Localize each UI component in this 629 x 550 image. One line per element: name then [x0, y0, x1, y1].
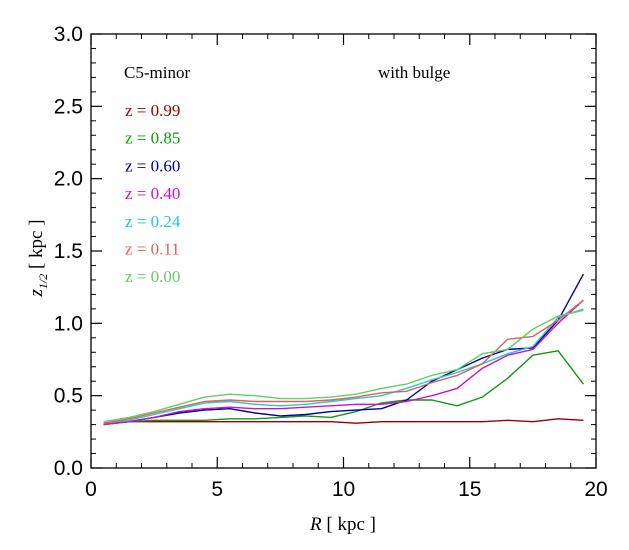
y-tick-label-0: 0.0: [54, 457, 83, 480]
series-line-0: [103, 418, 584, 424]
y-axis-title-unit: [ kpc ]: [26, 219, 47, 273]
legend-entry-4: z = 0.24: [125, 212, 181, 231]
x-tick-label-2: 10: [332, 478, 355, 501]
legend-entry-0: z = 0.99: [125, 101, 180, 120]
y-tick-label-4: 2.0: [54, 168, 83, 191]
x-tick-label-1: 5: [211, 478, 223, 501]
y-axis-title-symbol: z: [26, 289, 47, 298]
annotation-left: C5-minor: [124, 63, 190, 82]
series-line-6: [103, 309, 584, 423]
x-tick-label-0: 0: [85, 478, 97, 501]
y-tick-label-6: 3.0: [54, 23, 83, 46]
x-tick-label-3: 15: [458, 478, 481, 501]
legend-entry-5: z = 0.11: [125, 240, 180, 259]
y-tick-label-5: 2.5: [54, 95, 83, 118]
legend-entry-3: z = 0.40: [125, 184, 180, 203]
legend-entry-1: z = 0.85: [125, 129, 180, 148]
series-line-2: [103, 273, 585, 426]
annotation-right: with bulge: [378, 63, 450, 82]
legend-entry-2: z = 0.60: [125, 156, 180, 175]
y-axis-title: z1/2 [ kpc ]: [26, 219, 50, 297]
axis-ticks: [90, 33, 597, 469]
x-tick-label-4: 20: [584, 478, 607, 501]
x-axis-title-unit: [ kpc ]: [322, 514, 376, 535]
series-line-4: [103, 308, 584, 424]
y-tick-label-3: 1.5: [54, 240, 83, 263]
series-line-3: [103, 299, 584, 426]
y-axis-title-subscript: 1/2: [36, 274, 50, 289]
plot-lines: [103, 273, 585, 426]
x-axis-title: R [ kpc ]: [309, 514, 376, 535]
series-line-5: [103, 299, 584, 424]
y-tick-label-2: 1.0: [54, 312, 83, 335]
y-tick-label-1: 0.5: [54, 385, 83, 408]
series-line-1: [103, 350, 584, 424]
legend: z = 0.99 z = 0.85 z = 0.60 z = 0.40 z = 0.24…: [125, 101, 181, 286]
legend-entry-6: z = 0.00: [125, 267, 180, 286]
axis-tick-labels: 0 5 10 15 20 0.0 0.5 1.0 1.5 2.0 2.5 3.0: [54, 23, 608, 501]
x-axis-title-symbol: R: [309, 514, 322, 535]
